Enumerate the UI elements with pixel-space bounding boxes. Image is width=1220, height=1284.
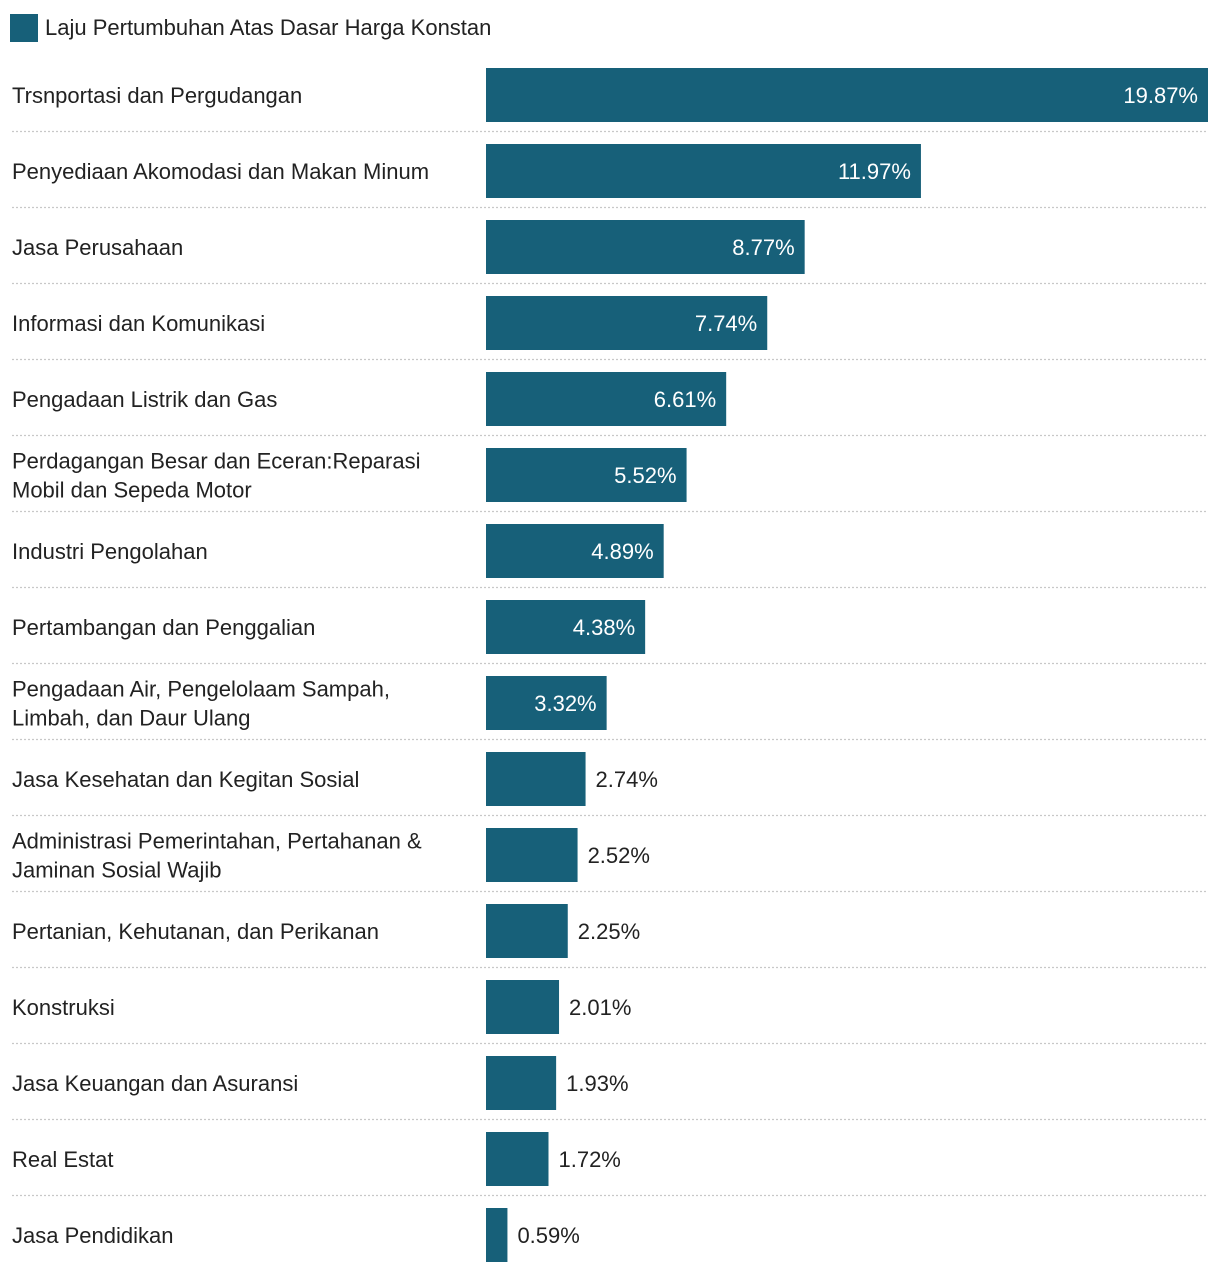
bar <box>486 1056 557 1110</box>
category-label: Konstruksi <box>12 995 115 1020</box>
bar <box>486 68 1208 122</box>
category-label: Jasa Pendidikan <box>12 1223 173 1248</box>
bar <box>486 828 578 882</box>
category-label: Penyediaan Akomodasi dan Makan Minum <box>12 159 429 184</box>
bar <box>486 676 607 730</box>
category-label: Real Estat <box>12 1147 114 1172</box>
data-label: 2.25% <box>578 919 640 944</box>
data-label: 0.59% <box>517 1223 579 1248</box>
bar <box>486 524 664 578</box>
bar <box>486 1132 549 1186</box>
bar <box>486 1208 508 1262</box>
bar <box>486 372 727 426</box>
bar <box>486 904 568 958</box>
bar <box>486 980 560 1034</box>
data-label: 2.52% <box>588 843 650 868</box>
bar <box>486 448 687 502</box>
data-label: 2.74% <box>596 767 658 792</box>
bar <box>486 220 805 274</box>
legend: Laju Pertumbuhan Atas Dasar Harga Konsta… <box>10 13 491 43</box>
legend-swatch <box>10 14 38 42</box>
data-label: 7.74% <box>695 311 757 336</box>
bar <box>486 752 586 806</box>
category-label: Industri Pengolahan <box>12 539 208 564</box>
data-label: 5.52% <box>614 463 676 488</box>
bar <box>486 600 646 654</box>
data-label: 1.72% <box>558 1147 620 1172</box>
data-label: 3.32% <box>534 691 596 716</box>
bar <box>486 144 921 198</box>
bar <box>486 296 768 350</box>
data-label: 2.01% <box>569 995 631 1020</box>
category-label: Administrasi Pemerintahan, Pertahanan & J… <box>12 829 422 883</box>
category-label: Perdagangan Besar dan Eceran:Reparasi Mob… <box>12 449 421 503</box>
category-label: Jasa Perusahaan <box>12 235 183 260</box>
category-label: Informasi dan Komunikasi <box>12 311 265 336</box>
data-label: 19.87% <box>1123 83 1198 108</box>
data-label: 1.93% <box>566 1071 628 1096</box>
category-label: Pengadaan Listrik dan Gas <box>12 387 277 412</box>
category-label: Jasa Keuangan dan Asuransi <box>12 1071 298 1096</box>
category-label: Pertambangan dan Penggalian <box>12 615 315 640</box>
data-label: 8.77% <box>732 235 794 260</box>
data-label: 6.61% <box>654 387 716 412</box>
data-label: 4.38% <box>573 615 635 640</box>
category-label: Pengadaan Air, Pengelolaam Sampah, Limbah… <box>12 677 390 731</box>
data-label: 11.97% <box>838 159 911 184</box>
category-label: Jasa Kesehatan dan Kegitan Sosial <box>12 767 359 792</box>
category-label: Trsnportasi dan Pergudangan <box>12 83 302 108</box>
legend-label: Laju Pertumbuhan Atas Dasar Harga Konsta… <box>45 15 492 40</box>
category-label: Pertanian, Kehutanan, dan Perikanan <box>12 919 379 944</box>
data-label: 4.89% <box>591 539 653 564</box>
